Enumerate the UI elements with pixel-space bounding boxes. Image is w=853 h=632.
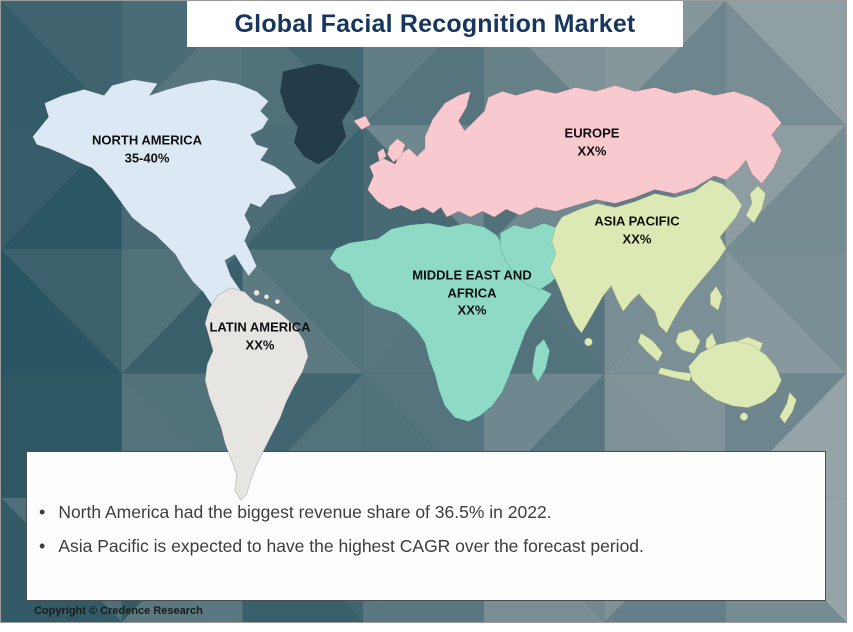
bullet-icon <box>39 501 45 524</box>
label-latin-america: LATIN AMERICA XX% <box>209 318 310 353</box>
background-triangle <box>1 373 122 498</box>
copyright: Copyright © Credence Research <box>34 605 203 617</box>
note-text-1: North America had the biggest revenue sh… <box>58 502 552 522</box>
bullet-icon <box>39 535 45 558</box>
label-north-america-share: 35-40% <box>124 150 170 165</box>
note-bullet-2: Asia Pacific is expected to have the hig… <box>39 535 819 559</box>
page-title: Global Facial Recognition Market <box>234 9 636 38</box>
background-triangle <box>725 249 846 374</box>
title-banner: Global Facial Recognition Market <box>187 1 683 47</box>
label-asia-pacific-share: XX% <box>622 231 652 246</box>
label-mea-share: XX% <box>457 302 487 318</box>
background-triangle <box>1 249 122 374</box>
label-europe-share: XX% <box>577 143 607 158</box>
label-latin-america-share: XX% <box>245 337 275 352</box>
label-mea-name-1: MIDDLE EAST AND <box>412 267 532 283</box>
label-europe-name: EUROPE <box>564 125 620 141</box>
label-latin-america-name: LATIN AMERICA <box>209 319 311 335</box>
note-bullet-1: North America had the biggest revenue sh… <box>39 501 819 525</box>
label-asia-pacific: ASIA PACIFIC XX% <box>594 212 679 247</box>
notes-box <box>26 451 826 601</box>
label-middle-east-africa: MIDDLE EAST AND AFRICA XX% <box>412 267 531 320</box>
label-asia-pacific-name: ASIA PACIFIC <box>594 213 680 229</box>
background-triangle <box>242 125 364 250</box>
infographic-slide: Global Facial Recognition Market NORTH A… <box>0 0 847 623</box>
background-triangle <box>725 1 846 126</box>
label-north-america-name: NORTH AMERICA <box>91 132 203 148</box>
note-text-2: Asia Pacific is expected to have the hig… <box>58 535 644 556</box>
label-europe: EUROPE XX% <box>565 124 620 159</box>
label-north-america: NORTH AMERICA 35-40% <box>92 131 202 166</box>
label-mea-name-2: AFRICA <box>447 285 497 301</box>
notes-list: North America had the biggest revenue sh… <box>39 501 819 568</box>
